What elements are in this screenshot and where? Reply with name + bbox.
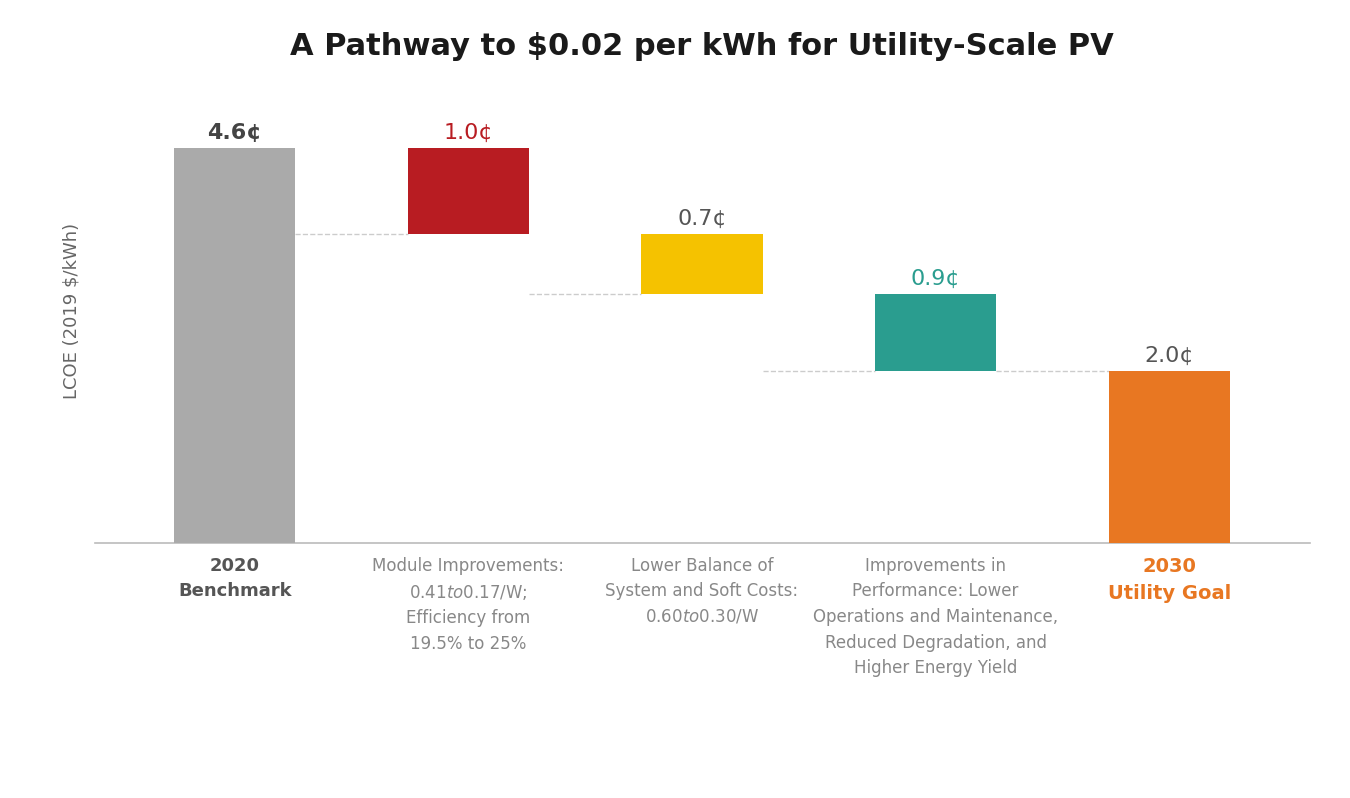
Text: 2030
Utility Goal: 2030 Utility Goal — [1108, 556, 1231, 602]
Text: 2020
Benchmark: 2020 Benchmark — [178, 556, 292, 600]
Y-axis label: LCOE (2019 $/kWh): LCOE (2019 $/kWh) — [62, 223, 81, 399]
Title: A Pathway to $0.02 per kWh for Utility-Scale PV: A Pathway to $0.02 per kWh for Utility-S… — [290, 32, 1114, 61]
Bar — [875, 294, 996, 371]
Text: 2.0¢: 2.0¢ — [1145, 346, 1193, 366]
Bar — [641, 234, 763, 294]
Text: Lower Balance of
System and Soft Costs:
$0.60 to $0.30/W: Lower Balance of System and Soft Costs: … — [605, 556, 799, 626]
Text: Module Improvements:
$0.41 to $0.17/W;
Efficiency from
19.5% to 25%: Module Improvements: $0.41 to $0.17/W; E… — [373, 556, 564, 654]
Bar — [1108, 371, 1230, 543]
Text: 0.7¢: 0.7¢ — [678, 209, 726, 229]
Text: 1.0¢: 1.0¢ — [444, 123, 493, 143]
Bar — [174, 148, 296, 543]
Text: Improvements in
Performance: Lower
Operations and Maintenance,
Reduced Degradati: Improvements in Performance: Lower Opera… — [813, 556, 1058, 678]
Bar — [408, 148, 529, 234]
Text: 4.6¢: 4.6¢ — [208, 123, 262, 143]
Text: 0.9¢: 0.9¢ — [911, 269, 960, 289]
